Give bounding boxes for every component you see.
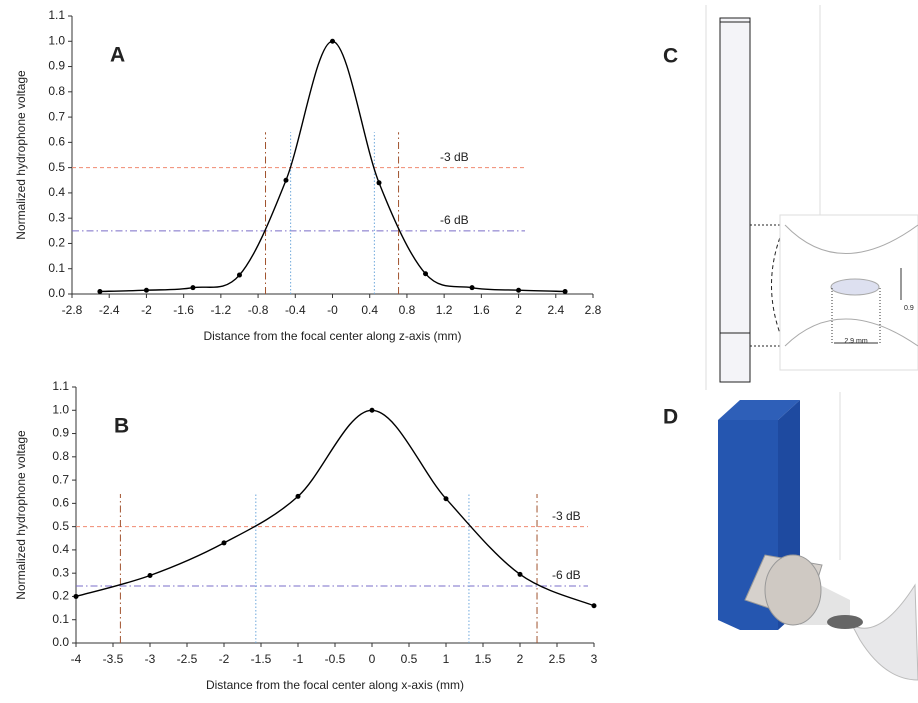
y-tick-label: 0.6: [48, 135, 65, 149]
y-tick-label: 0.2: [52, 589, 69, 603]
x-tick-label: -0.8: [248, 303, 269, 317]
y-tick-label: 0.7: [52, 472, 69, 486]
x-tick-label: 2.4: [547, 303, 564, 317]
data-point: [469, 285, 475, 291]
data-point: [97, 288, 103, 294]
data-point: [330, 38, 335, 44]
x-tick-label: 0.4: [361, 303, 378, 317]
data-point: [591, 603, 597, 609]
y-tick-label: 0.6: [52, 496, 69, 510]
data-point: [190, 285, 196, 291]
data-line: [99, 40, 566, 293]
y-tick-label: 0.9: [48, 59, 65, 73]
x-tick-label: 1: [443, 652, 450, 666]
y-tick-label: 1.0: [52, 402, 69, 416]
data-point: [443, 496, 449, 502]
diagram-c: [705, 5, 918, 390]
y-tick-label: 0.2: [48, 236, 65, 250]
reference-label: -6 dB: [440, 213, 469, 227]
x-tick-label: 0.8: [399, 303, 416, 317]
reference-label: -6 dB: [552, 568, 581, 582]
data-point: [221, 540, 227, 546]
y-tick-label: 0.5: [48, 160, 65, 174]
x-tick-label: -3.5: [103, 652, 124, 666]
panel-label: C: [663, 45, 678, 68]
x-tick-label: 3: [591, 652, 598, 666]
x-tick-label: 2: [515, 303, 522, 317]
reference-label: -3 dB: [440, 150, 469, 164]
x-axis-title: Distance from the focal center along z-a…: [203, 329, 461, 343]
diagram-d: [718, 392, 918, 681]
x-tick-label: -4: [71, 652, 82, 666]
x-tick-label: 0.5: [401, 652, 418, 666]
y-tick-label: 0.5: [52, 519, 69, 533]
x-tick-label: 2.8: [585, 303, 602, 317]
data-point: [147, 573, 153, 579]
x-tick-label: 1.6: [473, 303, 490, 317]
dimension-label: 2.9 mm: [844, 338, 868, 345]
data-point: [73, 593, 79, 599]
data-point: [283, 177, 289, 183]
data-point: [517, 571, 523, 577]
y-tick-label: 0.4: [48, 185, 65, 199]
x-tick-label: 2: [517, 652, 524, 666]
y-tick-label: 0.0: [48, 286, 65, 300]
x-tick-label: -2: [141, 303, 152, 317]
data-point: [143, 287, 149, 293]
y-tick-label: 0.9: [52, 426, 69, 440]
x-tick-label: -0.5: [325, 652, 346, 666]
x-tick-label: 1.2: [436, 303, 453, 317]
y-tick-label: 0.3: [48, 210, 65, 224]
x-tick-label: -2.5: [177, 652, 198, 666]
y-tick-label: 0.1: [48, 261, 65, 275]
y-tick-label: 0.7: [48, 109, 65, 123]
y-tick-label: 0.1: [52, 612, 69, 626]
x-tick-label: -0: [327, 303, 338, 317]
y-tick-label: 0.8: [52, 449, 69, 463]
data-point: [369, 407, 375, 413]
y-axis-title: Normalized hydrophone voltage: [14, 70, 28, 240]
x-axis-title: Distance from the focal center along x-a…: [206, 678, 464, 692]
y-tick-label: 1.0: [48, 33, 65, 47]
y-tick-label: 0.0: [52, 635, 69, 649]
y-axis-title: Normalized hydrophone voltage: [14, 430, 28, 600]
x-tick-label: 0: [369, 652, 376, 666]
data-point: [295, 493, 301, 499]
x-tick-label: -1.6: [173, 303, 194, 317]
data-point: [236, 272, 242, 278]
data-point: [423, 271, 429, 277]
x-tick-label: 2.5: [549, 652, 566, 666]
dimension-label: 0.9: [904, 305, 914, 312]
x-tick-label: -3: [145, 652, 156, 666]
panel-label: D: [663, 406, 678, 429]
panel-label: B: [114, 415, 129, 438]
data-point: [516, 287, 522, 293]
reference-label: -3 dB: [552, 509, 581, 523]
data-point: [376, 180, 382, 186]
data-point: [562, 288, 568, 294]
transducer-plate: [719, 17, 751, 383]
y-tick-label: 0.8: [48, 84, 65, 98]
x-tick-label: -0.4: [285, 303, 306, 317]
y-tick-label: 0.4: [52, 542, 69, 556]
x-tick-label: -1: [293, 652, 304, 666]
y-tick-label: 1.1: [48, 8, 65, 22]
panel-label: A: [110, 44, 125, 67]
x-tick-label: -2.4: [99, 303, 120, 317]
x-tick-label: -1.5: [251, 652, 272, 666]
data-line: [75, 409, 595, 607]
x-tick-label: -2.8: [62, 303, 83, 317]
x-tick-label: -2: [219, 652, 230, 666]
x-tick-label: 1.5: [475, 652, 492, 666]
x-tick-label: -1.2: [211, 303, 232, 317]
y-tick-label: 1.1: [52, 379, 69, 393]
y-tick-label: 0.3: [52, 565, 69, 579]
